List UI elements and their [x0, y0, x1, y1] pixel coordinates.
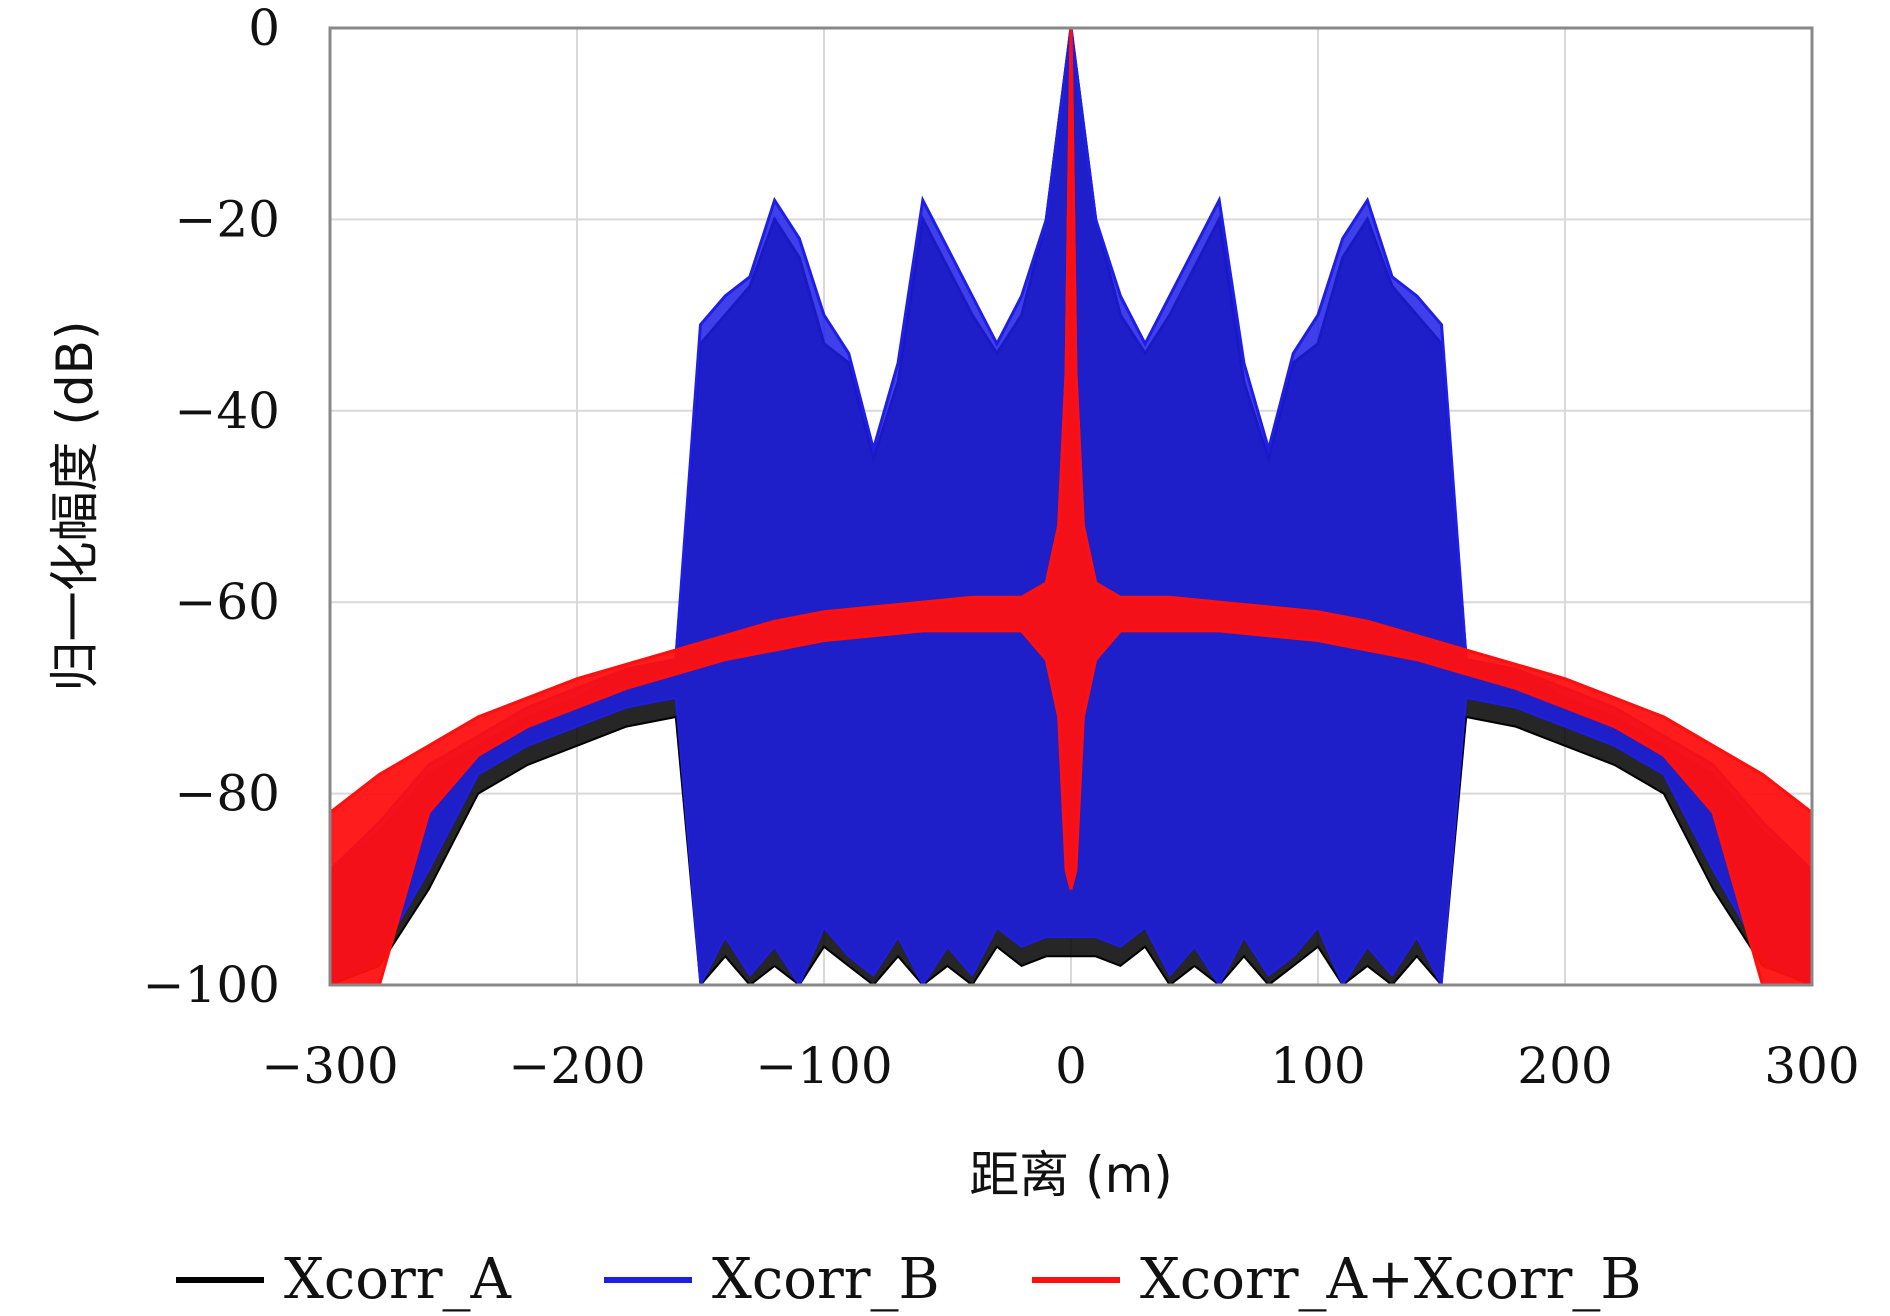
x-tick-label: −300: [261, 1037, 398, 1095]
series-xcorr-sum-peak-line: [330, 28, 1812, 814]
y-tick-label: −100: [143, 956, 280, 1014]
y-tick-label: −40: [174, 382, 280, 440]
y-tick-label: −60: [174, 573, 280, 631]
series-xcorr-sum: [330, 28, 1812, 985]
legend-label-xcorr-a: Xcorr_A: [284, 1247, 511, 1312]
legend-label-xcorr-b: Xcorr_B: [712, 1247, 940, 1312]
x-tick-label: 300: [1764, 1037, 1859, 1095]
y-tick-label: 0: [248, 0, 280, 57]
series-xcorr-b-peak-line: [330, 28, 1812, 872]
y-axis-ticks: 0 −20 −40 −60 −80 −100: [143, 0, 280, 1014]
x-axis-label: 距离 (m): [969, 1146, 1173, 1204]
y-tick-label: −20: [174, 190, 280, 248]
x-tick-label: 100: [1270, 1037, 1365, 1095]
x-tick-label: 200: [1517, 1037, 1612, 1095]
legend: Xcorr_A Xcorr_B Xcorr_A+Xcorr_B: [176, 1247, 1641, 1312]
y-tick-label: −80: [174, 765, 280, 823]
plot-frame: [328, 26, 1814, 987]
x-tick-label: −200: [508, 1037, 645, 1095]
legend-label-xcorr-sum: Xcorr_A+Xcorr_B: [1140, 1247, 1641, 1312]
y-axis-label: 归一化幅度 (dB): [46, 321, 104, 692]
x-axis-ticks: −300 −200 −100 0 100 200 300: [261, 1037, 1859, 1095]
x-tick-label: −100: [755, 1037, 892, 1095]
x-tick-label: 0: [1055, 1037, 1087, 1095]
series-layer: [330, 28, 1812, 985]
